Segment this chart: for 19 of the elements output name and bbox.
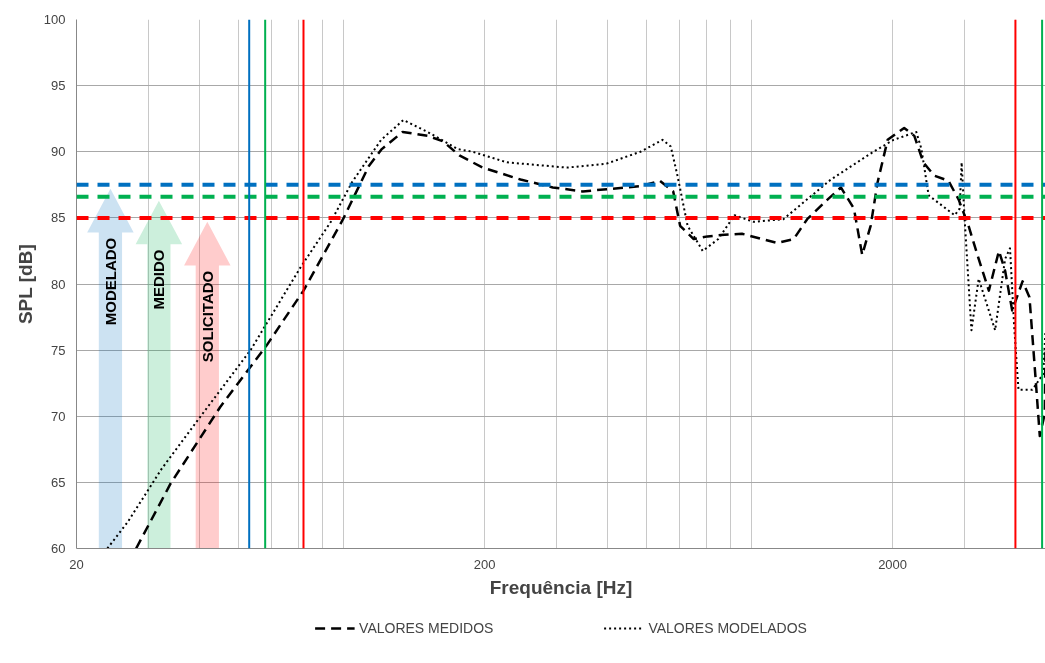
- y-tick-label: 75: [51, 342, 66, 358]
- y-axis-title: SPL [dB]: [14, 244, 36, 325]
- annotation: SOLICITADO: [198, 270, 216, 363]
- x-tick-label: 20: [69, 556, 84, 572]
- x-tick-label: 2000: [878, 556, 908, 572]
- y-tick-label: 60: [51, 541, 66, 556]
- y-tick-label: 90: [51, 144, 66, 160]
- y-tick-label: 100: [43, 12, 66, 27]
- annotation: MEDIDO: [150, 249, 168, 310]
- x-tick-label: 200: [473, 556, 496, 572]
- legend-label: VALORES MEDIDOS: [359, 619, 494, 636]
- y-tick-label: 95: [51, 78, 66, 94]
- y-tick-label: 85: [51, 210, 66, 226]
- y-tick-label: 65: [51, 474, 66, 490]
- legend-label: VALORES MODELADOS: [648, 619, 807, 636]
- y-tick-label: 70: [51, 408, 66, 424]
- annotation: MODELADO: [101, 237, 119, 326]
- y-tick-label: 80: [51, 276, 66, 292]
- x-axis-title: Frequência [Hz]: [489, 576, 633, 598]
